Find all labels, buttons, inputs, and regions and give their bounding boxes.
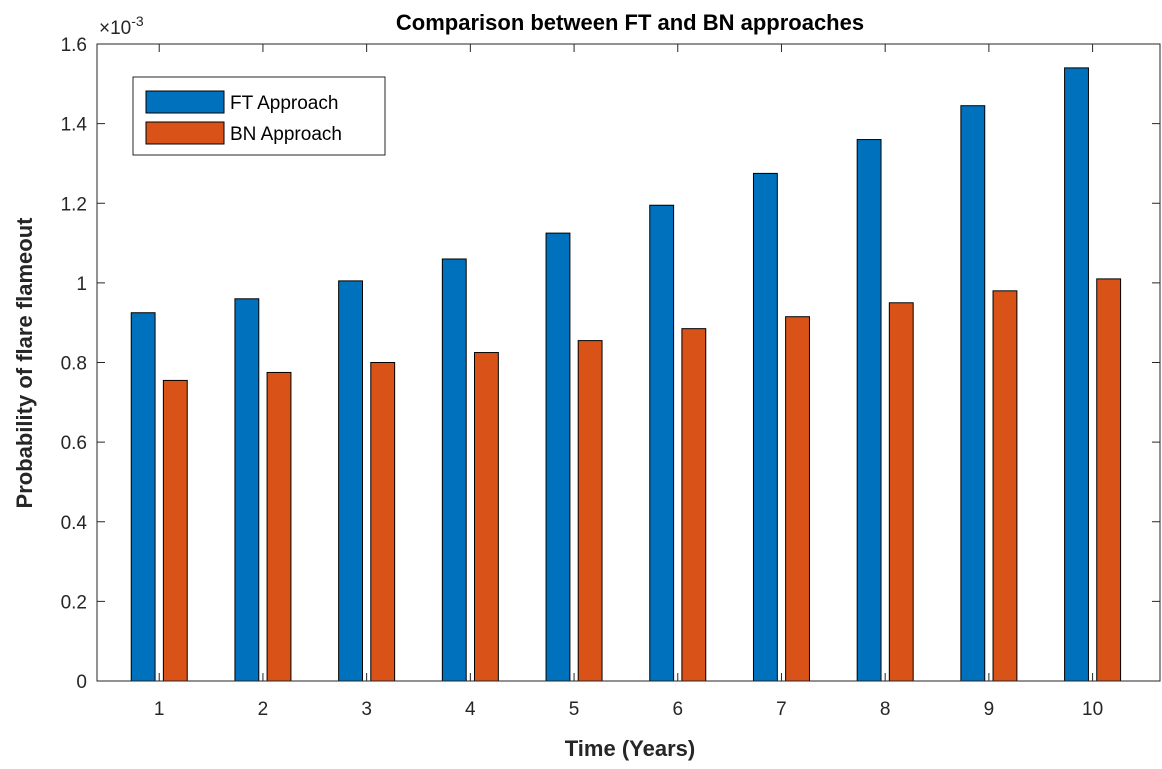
x-tick-label: 2 [258, 699, 269, 720]
y-tick-label: 0 [76, 672, 87, 693]
legend-label-ft: FT Approach [230, 93, 338, 114]
x-tick-label: 6 [672, 699, 683, 720]
y-axis-exponent: ×10-3 [99, 13, 144, 39]
bar-ft-8 [856, 139, 882, 682]
y-tick-label: 1 [76, 274, 87, 295]
y-tick-label: 1.6 [61, 35, 87, 56]
bar-bn-1 [162, 379, 188, 682]
plot-area: 0 0.2 0.4 0.6 0.8 1 1.2 1.4 1.6 1 2 3 4 5 6 7 8 9 10 [61, 35, 1161, 720]
y-tick-label: 1.2 [61, 194, 87, 215]
y-axis-title: Probability of flare flameout [12, 217, 37, 509]
x-tick-label: 4 [465, 699, 476, 720]
legend-swatch-bn [145, 121, 225, 145]
x-axis-title: Time (Years) [565, 736, 695, 761]
x-tick-label: 10 [1082, 699, 1103, 720]
bar-ft-1 [130, 312, 156, 682]
x-tick-label: 9 [984, 699, 995, 720]
legend-swatch-ft [145, 90, 225, 114]
bar-bn-2 [266, 371, 292, 682]
bar-ft-7 [752, 172, 778, 682]
legend-label-bn: BN Approach [230, 124, 342, 145]
bar-bn-6 [681, 328, 707, 682]
bar-ft-9 [960, 105, 986, 682]
bar-bn-3 [370, 362, 396, 682]
y-tick-label: 0.8 [61, 354, 87, 375]
bar-bn-10 [1096, 278, 1122, 682]
x-tick-label: 5 [569, 699, 580, 720]
bar-ft-10 [1064, 67, 1089, 682]
bar-bn-4 [473, 352, 499, 682]
bar-bn-5 [577, 340, 603, 682]
y-exponent-base: ×10 [99, 18, 131, 39]
bar-bn-8 [888, 302, 914, 682]
chart-title: Comparison between FT and BN approaches [396, 10, 864, 35]
bar-ft-4 [441, 258, 467, 682]
x-tick-label: 7 [776, 699, 787, 720]
x-tick-label: 8 [880, 699, 891, 720]
bar-bn-9 [992, 290, 1018, 682]
y-tick-label: 0.6 [61, 433, 87, 454]
y-tick-label: 1.4 [61, 115, 88, 136]
y-tick-label: 0.2 [61, 592, 87, 613]
x-tick-label: 1 [154, 699, 165, 720]
bar-ft-6 [649, 204, 675, 682]
bar-bn-7 [785, 316, 810, 682]
bar-ft-5 [545, 232, 571, 682]
bar-ft-2 [234, 298, 260, 682]
y-exponent-power: -3 [131, 13, 144, 29]
x-tick-label: 3 [361, 699, 372, 720]
legend: FT Approach BN Approach [132, 76, 386, 156]
bar-ft-3 [338, 280, 363, 682]
y-tick-label: 0.4 [61, 513, 88, 534]
